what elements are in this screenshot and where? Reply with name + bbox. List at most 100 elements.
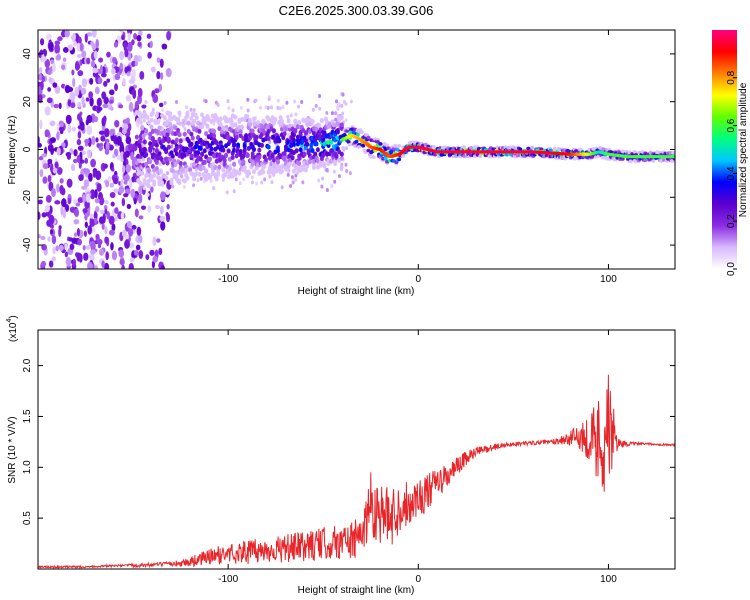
spectrogram-band-cell [218,116,223,122]
spectrogram-band-cell [266,136,271,142]
spectrogram-band-cell [401,153,406,158]
spectrogram-noise-cell [239,105,243,110]
colorbar-tick-label: 0.8 [726,70,737,84]
spectrogram-noise-cell [49,162,54,173]
spectrogram-noise-cell [133,198,137,205]
spectrogram-band-cell [185,110,190,116]
spectrogram-noise-cell [91,30,97,38]
spectrogram-noise-cell [134,208,139,218]
spectrogram-noise-cell [88,172,93,182]
spectrogram-noise-cell [40,235,46,241]
spectrogram-noise-cell [101,222,105,230]
spectrogram-noise-cell [160,221,166,231]
spectrogram-band-cell [232,161,237,167]
spectrogram-noise-cell [89,96,94,107]
spectrogram-noise-cell [225,190,229,195]
spectrogram-noise-cell [105,180,110,188]
spectrogram-band-cell [208,156,213,162]
spectrogram-noise-cell [267,97,271,102]
spectrogram-band-cell [671,150,675,155]
spectrogram-noise-cell [85,245,91,250]
spectrogram-noise-cell [344,162,348,167]
spectrogram-noise-cell [76,113,82,121]
spectrogram-band-cell [242,147,247,153]
spectrogram-band-cell [154,159,159,165]
spectrogram-noise-cell [53,103,60,109]
spectrogram-band-cell [277,138,282,144]
spectrogram-noise-cell [50,137,57,144]
spectrogram-band-cell [164,149,169,155]
spectrogram-noise-cell [178,121,182,126]
spectrogram-noise-cell [84,157,89,164]
spectrogram-noise-cell [254,98,258,103]
spectrogram-noise-cell [318,93,322,98]
spectrogram-band-cell [158,176,163,182]
spectrogram-noise-cell [108,229,115,236]
spectrogram-noise-cell [77,101,82,108]
spectrogram-noise-cell [58,225,62,230]
spectrogram-noise-cell [209,178,213,183]
spectrogram-band-cell [279,118,284,124]
spectrogram-band-cell [286,118,291,124]
spectrogram-band-cell [202,148,207,154]
spectrogram-band-cell [140,125,145,131]
spectrogram-noise-cell [64,204,70,212]
spectrogram-band-cell [149,117,154,123]
snr-y-axis-label: SNR (10 * V/V) [7,416,18,483]
spectrogram-noise-cell [263,177,267,182]
spectrogram-noise-cell [297,104,301,109]
spectrogram-band-cell [138,180,143,186]
spectrogram-noise-cell [78,84,82,91]
spectrogram-noise-cell [85,193,91,203]
spectrogram-noise-cell [121,264,126,269]
spectrogram-noise-cell [92,68,99,74]
spectrogram-noise-cell [158,83,162,92]
spectrogram-noise-cell [159,58,164,68]
spectrogram-band-cell [137,143,142,149]
spectrogram-noise-cell [145,254,150,260]
spectrogram-band-cell [174,172,179,178]
spectrogram-band-cell [518,147,523,151]
spectrogram-band-cell [212,128,217,134]
spectrogram-band-cell [193,172,198,178]
spectrogram-band-cell [224,152,229,158]
spectrogram-band-cell [217,164,222,170]
spectrogram-band-cell [222,161,227,167]
spectrogram-noise-cell [301,180,305,185]
snr-y-multiplier-exp: 4 [6,319,13,323]
spectrogram-noise-cell [65,257,72,267]
spectrogram-noise-cell [234,177,238,182]
spectrogram-band-cell [208,174,213,180]
spectrogram-noise-cell [166,171,170,176]
spectrogram-band-cell [200,151,205,157]
spectrogram-noise-cell [85,97,90,102]
spectrogram-noise-cell [41,56,47,62]
spectrogram-noise-cell [250,180,254,185]
snr-x-axis-label: Height of straight line (km) [298,585,415,596]
spectrogram-band-cell [643,158,648,163]
spectrogram-band-cell [197,128,202,134]
spectrogram-noise-cell [334,99,338,104]
spectrogram-noise-cell [62,46,69,53]
spectrogram-noise-cell [128,178,133,189]
spectrogram-noise-cell [123,123,129,131]
spectrogram-noise-cell [138,215,144,220]
spectrogram-noise-cell [270,180,274,185]
spectrogram-noise-cell [108,215,115,225]
spectrogram-noise-cell [104,128,109,138]
spectrogram-band-cell [204,131,209,137]
spectrogram-band-cell [222,157,227,163]
spectrogram-x-tick-label: -100 [218,274,238,285]
spectrogram-band-cell [201,165,206,171]
spectrogram-band-cell [144,128,149,134]
spectrogram-noise-cell [147,51,152,59]
spectrogram-noise-cell [39,38,45,46]
spectrogram-noise-cell [61,64,66,70]
spectrogram-noise-cell [47,158,53,165]
spectrogram-noise-cell [159,215,166,222]
spectrogram-noise-cell [345,146,349,151]
colorbar-tick-label: 0.4 [726,166,737,180]
spectrogram-band-cell [322,161,327,167]
spectrogram-noise-cell [103,80,108,87]
